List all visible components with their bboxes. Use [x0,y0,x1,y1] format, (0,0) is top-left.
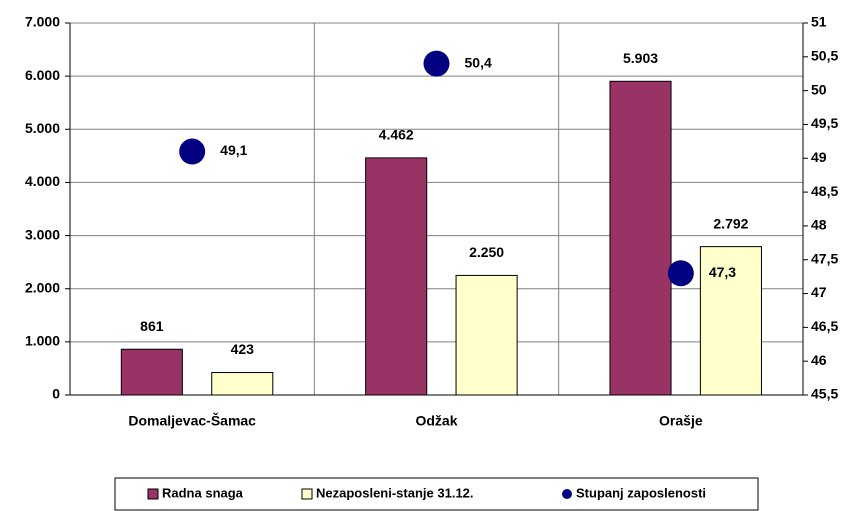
scatter-point [667,260,694,287]
legend-swatch [562,489,572,499]
scatter-point [423,50,450,77]
scatter-point [179,138,206,165]
y-tick-label: 6.000 [25,67,60,83]
x-tick-label: Domaljevac-Šamac [128,412,256,429]
y-tick-label: 5.000 [25,120,60,136]
legend-swatch [147,488,159,500]
x-tick-label: Odžak [415,413,457,429]
data-label: 50,4 [465,54,492,70]
y2-tick-label: 47 [811,284,827,300]
y2-tick-label: 45,5 [811,386,838,402]
legend-swatch [301,488,313,500]
data-label: 4.462 [379,127,414,143]
y2-tick-label: 46 [811,352,827,368]
data-label: 5.903 [623,50,658,66]
y-tick-label: 0 [52,386,60,402]
legend-box [114,477,759,511]
data-label: 47,3 [709,264,736,280]
y2-tick-label: 51 [811,14,827,30]
y-tick-label: 3.000 [25,226,60,242]
y2-tick-label: 50,5 [811,48,838,64]
y2-tick-label: 48,5 [811,183,838,199]
bar [211,372,274,396]
y2-tick-label: 46,5 [811,318,838,334]
y-tick-label: 7.000 [25,14,60,30]
y-tick-label: 4.000 [25,173,60,189]
y-tick-label: 1.000 [25,333,60,349]
bar [455,274,518,396]
y2-tick-label: 49 [811,149,827,165]
y2-tick-label: 48 [811,217,827,233]
bar [609,80,672,396]
data-label: 2.250 [469,244,504,260]
y2-tick-label: 47,5 [811,250,838,266]
data-label: 423 [231,341,255,357]
y-tick-label: 2.000 [25,279,60,295]
data-label: 861 [140,318,164,334]
legend-label: Radna snaga [162,485,244,500]
legend-label: Stupanj zaposlenosti [576,485,706,500]
y2-tick-label: 49,5 [811,115,838,131]
data-label: 2.792 [713,215,748,231]
bar [699,246,762,396]
x-tick-label: Orašje [659,413,703,429]
legend-label: Nezaposleni-stanje 31.12. [316,485,474,500]
bar [365,157,428,396]
data-label: 49,1 [220,142,247,158]
y2-tick-label: 50 [811,81,827,97]
plot-border [69,22,804,396]
bar [120,348,183,396]
